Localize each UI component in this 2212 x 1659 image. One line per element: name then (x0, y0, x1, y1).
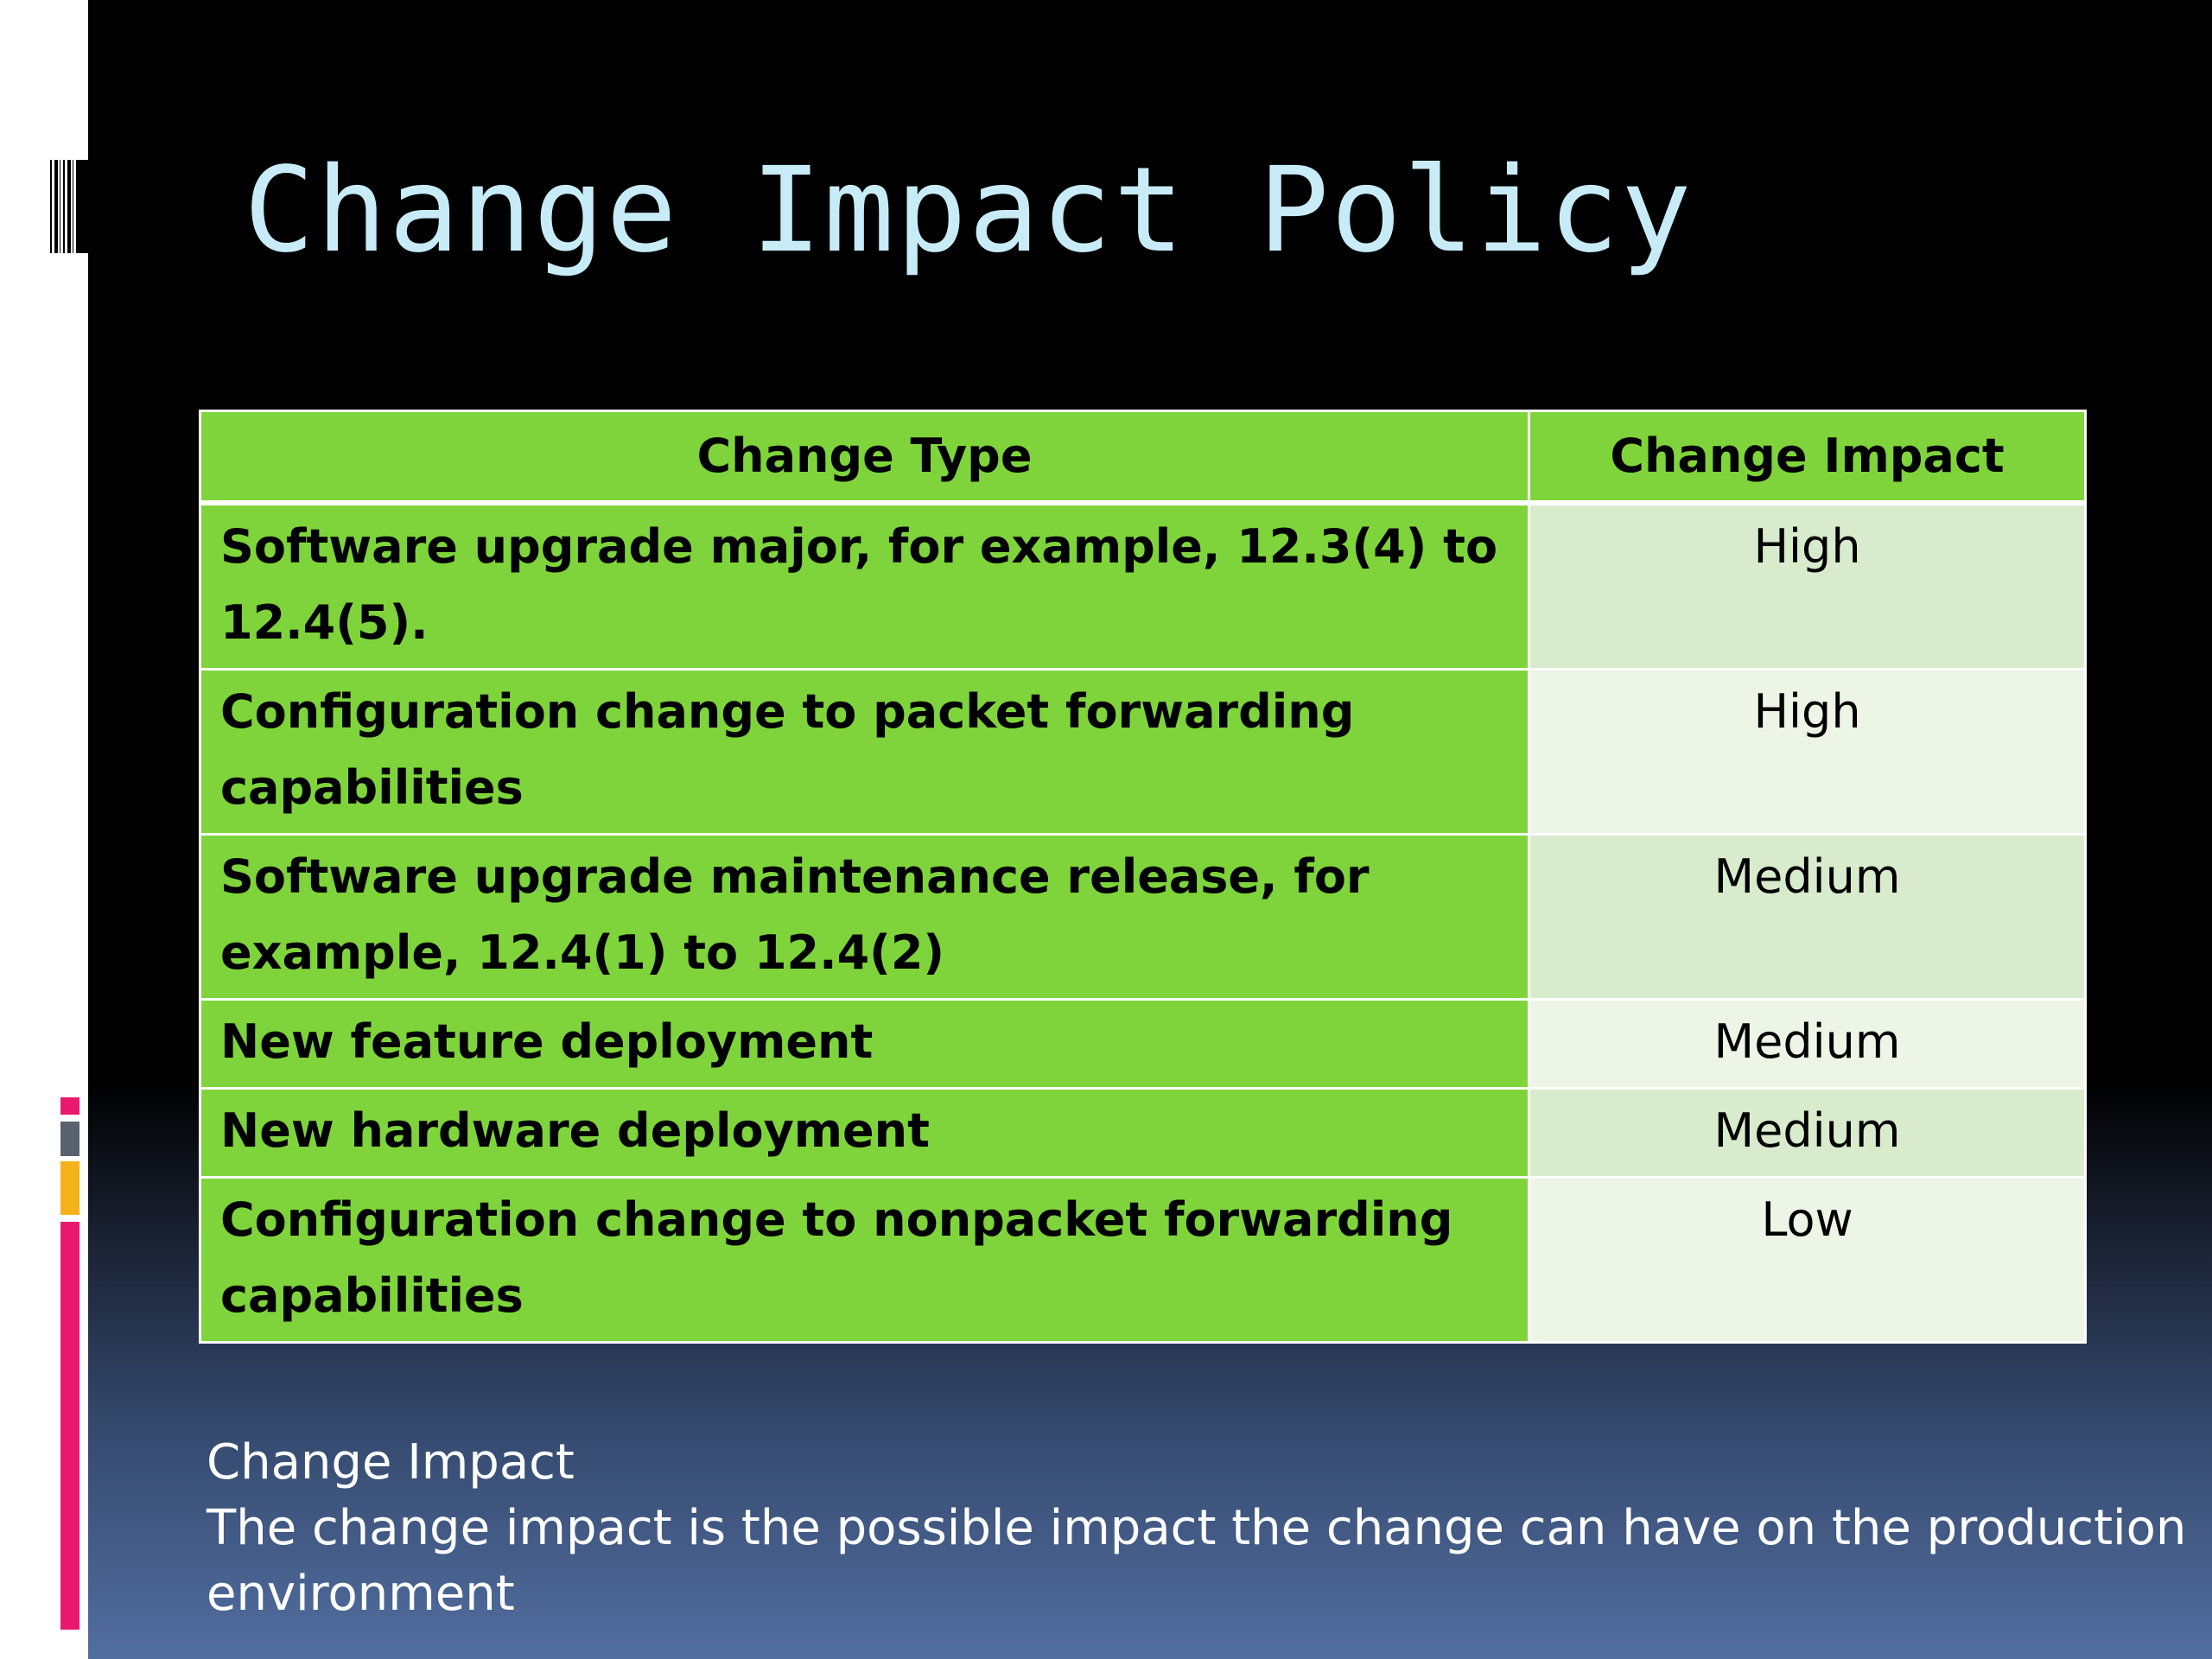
accent-bar-pink (60, 1222, 79, 1630)
change-type-cell: Configuration change to packet forwardin… (199, 668, 1530, 836)
change-impact-cell: Medium (1528, 1087, 2087, 1179)
change-impact-table: Change Type Change Impact Software upgra… (199, 410, 2087, 1344)
change-impact-cell: Low (1528, 1176, 2087, 1344)
table-row: Software upgrade major, for example, 12.… (199, 501, 2087, 671)
change-impact-cell: Medium (1528, 833, 2087, 1001)
table-row: New feature deployment Medium (199, 998, 2087, 1090)
change-impact-cell: High (1528, 501, 2087, 671)
footer-note: Change Impact The change impact is the p… (207, 1430, 2194, 1627)
table-row: Configuration change to nonpacket forwar… (199, 1176, 2087, 1344)
slide-title: Change Impact Policy (244, 143, 1694, 279)
footer-text: The change impact is the possible impact… (207, 1500, 2187, 1622)
table-row: Software upgrade maintenance release, fo… (199, 833, 2087, 1001)
change-type-cell: Configuration change to nonpacket forwar… (199, 1176, 1530, 1344)
barcode-decoration-icon (50, 160, 88, 253)
slide-canvas: Change Impact Policy Change Type Change … (88, 0, 2212, 1659)
accent-bar-yellow (60, 1161, 79, 1215)
header-change-impact: Change Impact (1528, 410, 2087, 505)
change-type-cell: New feature deployment (199, 998, 1530, 1090)
footer-heading: Change Impact (207, 1434, 575, 1491)
change-impact-cell: Medium (1528, 998, 2087, 1090)
header-change-type: Change Type (199, 410, 1530, 505)
table-row: New hardware deployment Medium (199, 1087, 2087, 1179)
change-type-cell: Software upgrade major, for example, 12.… (199, 501, 1530, 671)
accent-bar-gray (60, 1122, 79, 1156)
left-decorative-strip (0, 0, 88, 1659)
change-type-cell: New hardware deployment (199, 1087, 1530, 1179)
table-header-row: Change Type Change Impact (199, 410, 2087, 505)
accent-bar-pink-small (60, 1097, 79, 1115)
table-row: Configuration change to packet forwardin… (199, 668, 2087, 836)
change-type-cell: Software upgrade maintenance release, fo… (199, 833, 1530, 1001)
change-impact-cell: High (1528, 668, 2087, 836)
